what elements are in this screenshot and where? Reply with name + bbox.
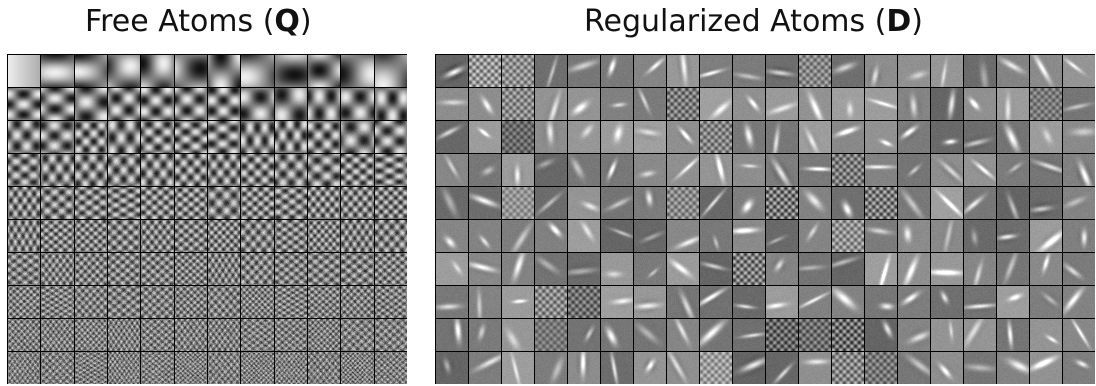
regularized-atoms-title: Regularized Atoms (D) bbox=[584, 4, 923, 39]
free-atoms-title: Free Atoms (Q) bbox=[85, 4, 312, 39]
regularized-atoms-title-suffix: ) bbox=[911, 4, 924, 39]
free-atoms-title-suffix: ) bbox=[299, 4, 312, 39]
regularized-atoms-grid bbox=[435, 54, 1095, 384]
regularized-atoms-title-symbol: D bbox=[886, 4, 912, 39]
free-atoms-title-prefix: Free Atoms ( bbox=[85, 4, 275, 39]
regularized-atoms-title-prefix: Regularized Atoms ( bbox=[584, 4, 887, 39]
free-atoms-grid bbox=[7, 54, 407, 384]
free-atoms-title-symbol: Q bbox=[274, 4, 300, 39]
